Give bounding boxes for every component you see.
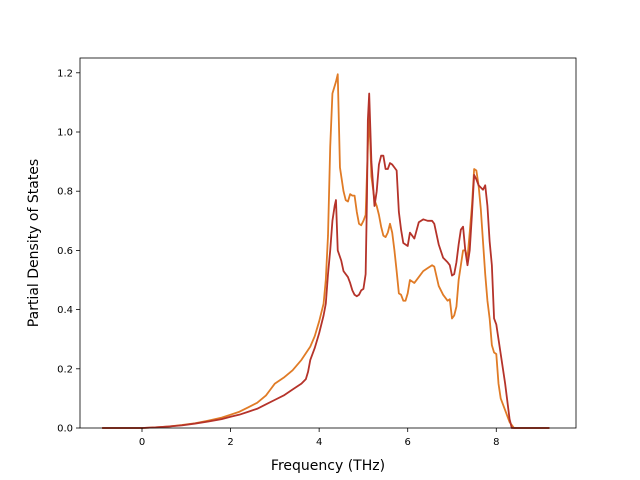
y-tick-label: 1.2 xyxy=(57,68,73,79)
y-tick-label: 0.8 xyxy=(57,187,73,198)
x-tick-label: 2 xyxy=(227,437,233,448)
x-tick-label: 8 xyxy=(493,437,499,448)
x-tick-label: 4 xyxy=(316,437,322,448)
series-line-2 xyxy=(102,92,550,429)
x-ticks: 0 2 4 6 8 xyxy=(139,428,499,448)
y-ticks: 0.0 0.2 0.4 0.6 0.8 1.0 1.2 xyxy=(57,68,80,435)
y-tick-label: 0.0 xyxy=(57,424,73,435)
x-tick-label: 6 xyxy=(405,437,411,448)
y-tick-label: 0.6 xyxy=(57,246,73,257)
plot-frame xyxy=(79,57,577,429)
series-layer xyxy=(102,73,550,429)
x-tick-label: 0 xyxy=(139,437,145,448)
y-tick-label: 0.4 xyxy=(57,305,73,316)
x-axis-label: Frequency (THz) xyxy=(271,458,385,474)
y-tick-label: 0.2 xyxy=(57,364,73,375)
y-axis-label: Partial Density of States xyxy=(26,159,42,327)
y-tick-label: 1.0 xyxy=(57,128,73,139)
